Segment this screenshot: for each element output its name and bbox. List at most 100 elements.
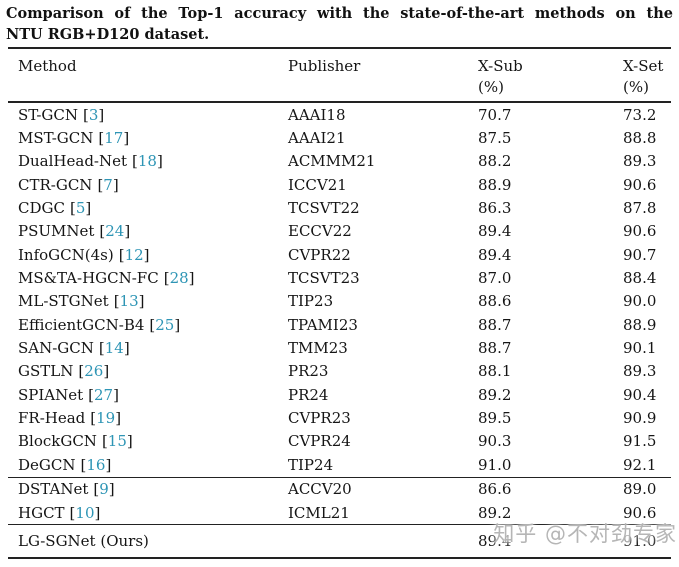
table-section-sota: ST-GCN [3] AAAI18 70.7 73.2 MST-GCN [17] A… [8,103,671,477]
table-row: FR-Head [19] CVPR23 89.5 90.9 [8,406,671,429]
citation-close-bracket: ] [98,105,105,124]
citation-link[interactable]: 9 [99,480,109,499]
citation-link[interactable]: 12 [124,245,144,264]
table-row: EfficientGCN-B4 [25] TPAMI23 88.7 88.9 [8,313,671,336]
citation-link[interactable]: 13 [119,292,139,311]
citation-close-bracket: ] [108,480,115,499]
xsub-value: 88.1 [478,362,512,381]
citation-link[interactable]: 3 [88,105,99,124]
xset-value: 73.2 [623,105,657,124]
citation-link[interactable]: 24 [105,222,125,241]
table-header-row: Method Publisher X-Sub (%) X-Set (%) [8,49,671,103]
citation-open-bracket: [ [101,432,108,451]
citation: [19] [90,409,121,427]
citation-close-bracket: ] [123,339,130,358]
citation-open-bracket: [ [163,269,170,288]
method-cell: SPIANet [27] [18,386,288,404]
citation-link[interactable]: 18 [137,152,157,171]
table-row: PSUMNet [24] ECCV22 89.4 90.6 [8,220,671,243]
publisher-cell: TPAMI23 [288,315,358,334]
citation-open-bracket: [ [83,105,89,124]
xsub-value: 87.0 [478,269,512,288]
citation-open-bracket: [ [98,339,105,358]
header-xsub-label: X-Sub [478,57,523,75]
xsub-value: 90.3 [478,432,512,451]
comparison-table: Method Publisher X-Sub (%) X-Set (%) ST-… [8,47,671,559]
method-name: FR-Head [18,409,86,428]
header-xsub: X-Sub (%) [478,56,623,98]
citation-link[interactable]: 15 [107,432,127,451]
citation-open-bracket: [ [113,292,120,311]
xset-value: 91.5 [623,432,657,451]
citation-link[interactable]: 27 [94,385,114,404]
citation-link[interactable]: 26 [84,362,104,381]
xsub-value: 89.4 [478,531,512,550]
citation-close-bracket: ] [94,503,101,522]
citation-close-bracket: ] [85,199,92,218]
citation-close-bracket: ] [112,175,119,194]
method-cell: MS&TA-HGCN-FC [28] [18,269,288,287]
method-cell: PSUMNet [24] [18,222,288,240]
publisher-cell: CVPR23 [288,409,351,428]
xsub-value: 89.2 [478,385,512,404]
citation-open-bracket: [ [98,129,105,148]
xset-value: 88.9 [623,315,657,334]
publisher-cell: TIP24 [288,455,334,474]
header-xset-unit: (%) [623,78,649,96]
table-row: CTR-GCN [7] ICCV21 88.9 90.6 [8,173,671,196]
citation-open-bracket: [ [88,385,95,404]
citation-close-bracket: ] [188,269,195,288]
citation: [7] [97,176,118,194]
method-cell: ML-STGNet [13] [18,292,288,310]
citation-link[interactable]: 25 [155,315,175,334]
citation-link[interactable]: 19 [96,409,116,428]
xset-value: 89.3 [623,152,657,171]
method-cell: FR-Head [19] [18,409,288,427]
publisher-cell: TCSVT23 [288,269,360,288]
xsub-value: 89.4 [478,222,512,241]
method-cell: SAN-GCN [14] [18,339,288,357]
table-row: BlockGCN [15] CVPR24 90.3 91.5 [8,430,671,453]
method-cell: MST-GCN [17] [18,129,288,147]
table-row: InfoGCN(4s) [12] CVPR22 89.4 90.7 [8,243,671,266]
table-row: DSTANet [9] ACCV20 86.6 89.0 [8,478,671,501]
citation-close-bracket: ] [156,152,163,171]
xsub-value: 88.6 [478,292,512,311]
citation-link[interactable]: 28 [169,269,189,288]
citation-link[interactable]: 17 [104,129,124,148]
citation-close-bracket: ] [143,245,150,264]
caption-line-2: NTU RGB+D120 dataset. [6,26,210,43]
method-cell: DSTANet [9] [18,480,288,498]
method-cell: HGCT [10] [18,504,288,522]
method-name: EfficientGCN-B4 [18,315,145,334]
citation-link[interactable]: 10 [75,503,95,522]
method-name: CDGC [18,199,65,218]
method-name: DualHead-Net [18,152,128,171]
citation-link[interactable]: 7 [103,175,113,194]
table-row: GSTLN [26] PR23 88.1 89.3 [8,360,671,383]
citation-close-bracket: ] [123,129,130,148]
xsub-value: 88.9 [478,175,512,194]
table-section-transformer: DSTANet [9] ACCV20 86.6 89.0 HGCT [10] ICM… [8,476,671,525]
citation-link[interactable]: 16 [86,455,106,474]
publisher-cell: PR24 [288,385,329,404]
citation: [24] [99,222,130,240]
xset-value: 89.3 [623,362,657,381]
citation-link[interactable]: 5 [75,199,86,218]
publisher-cell: CVPR24 [288,432,351,451]
citation-close-bracket: ] [103,362,110,381]
xset-value: 90.4 [623,385,657,404]
table-row: DeGCN [16] TIP24 91.0 92.1 [8,453,671,476]
table-row: LG-SGNet (Ours)[] 89.4 91.0 [8,529,671,552]
xsub-value: 89.5 [478,409,512,428]
citation-link[interactable]: 14 [104,339,124,358]
publisher-cell: TMM23 [288,339,348,358]
table-row: HGCT [10] ICML21 89.2 90.6 [8,501,671,524]
table-row: ST-GCN [3] AAAI18 70.7 73.2 [8,103,671,126]
table-row: MS&TA-HGCN-FC [28] TCSVT23 87.0 88.4 [8,266,671,289]
header-method: Method [18,57,77,75]
table-section-ours: LG-SGNet (Ours)[] 89.4 91.0 [8,524,671,556]
citation-open-bracket: [ [99,222,106,241]
citation-open-bracket: [ [80,455,87,474]
